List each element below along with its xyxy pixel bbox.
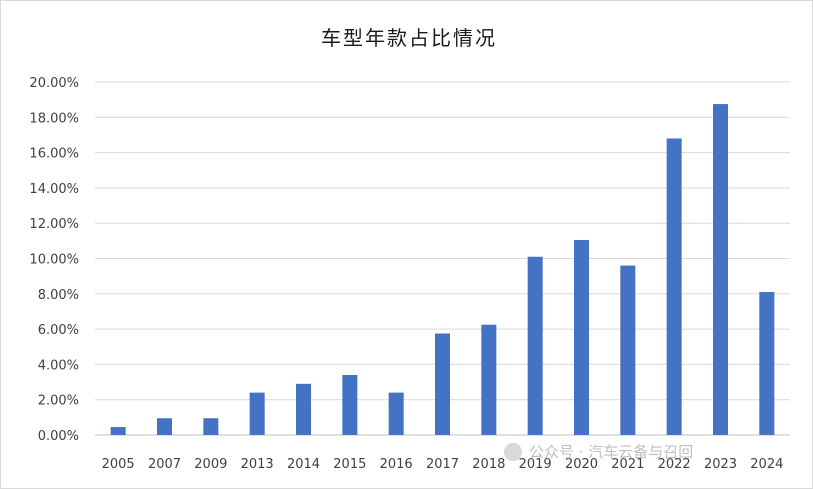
x-tick-label: 2017: [426, 457, 459, 472]
bar-2018: [481, 324, 497, 435]
bar-2023: [713, 104, 728, 435]
x-axis-ticks: 2005 2007 2009 2013 2014 2015 2016 2017 2018 2019…: [102, 457, 784, 472]
x-tick-label: 2016: [380, 457, 413, 472]
x-tick-label: 2021: [611, 457, 644, 472]
watermark: 公众号 · 汽车云备与召回: [504, 443, 693, 461]
x-tick-label: 2024: [750, 457, 783, 472]
bar-2020: [574, 239, 589, 435]
x-tick-label: 2014: [287, 457, 320, 472]
x-tick-label: 2005: [102, 457, 135, 472]
y-tick-label: 20.00%: [29, 76, 79, 91]
bar-2021: [620, 265, 636, 435]
bar-2009: [203, 418, 219, 435]
bar-2022: [666, 138, 682, 436]
bar-2013: [249, 392, 265, 435]
bar-2017: [435, 333, 450, 435]
x-tick-label: 2019: [519, 457, 552, 472]
y-tick-label: 2.00%: [38, 394, 79, 409]
y-tick-label: 12.00%: [29, 217, 79, 232]
x-tick-label: 2007: [148, 457, 181, 472]
y-tick-label: 0.00%: [38, 429, 79, 444]
bar-2007: [157, 418, 172, 435]
x-tick-label: 2023: [704, 457, 737, 472]
gridlines: [95, 81, 790, 436]
y-tick-label: 14.00%: [29, 182, 79, 197]
x-tick-label: 2009: [194, 457, 227, 472]
x-tick-label: 2015: [333, 457, 366, 472]
bar-2019: [527, 256, 543, 435]
bar-2014: [296, 383, 311, 435]
y-tick-label: 16.00%: [29, 147, 79, 162]
chart-title: 车型年款占比情况: [321, 26, 497, 50]
x-tick-label: 2020: [565, 457, 598, 472]
watermark-text: 公众号 · 汽车云备与召回: [529, 443, 693, 461]
y-tick-label: 10.00%: [29, 253, 79, 268]
bars: [110, 104, 775, 436]
y-tick-label: 6.00%: [38, 323, 79, 338]
bar-2005: [110, 427, 126, 435]
wechat-icon: [504, 443, 522, 461]
y-tick-label: 18.00%: [29, 111, 79, 126]
x-tick-label: 2022: [658, 457, 691, 472]
x-tick-label: 2013: [241, 457, 274, 472]
y-tick-label: 4.00%: [38, 358, 79, 373]
x-tick-label: 2018: [472, 457, 505, 472]
bar-2015: [342, 374, 358, 435]
y-axis-ticks: 0.00% 2.00% 4.00% 6.00% 8.00% 10.00% 12.00% 14.…: [29, 76, 79, 444]
bar-2016: [388, 392, 404, 435]
bar-2024: [759, 292, 775, 435]
y-tick-label: 8.00%: [38, 288, 79, 303]
